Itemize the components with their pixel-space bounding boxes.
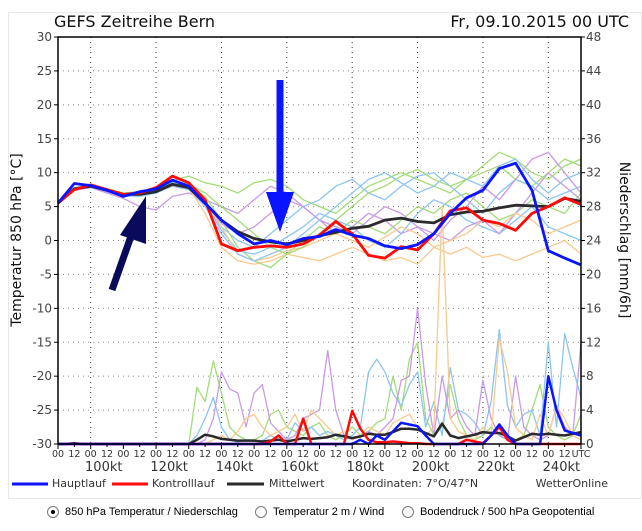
radio-temp-2m[interactable]: Temperatur 2 m / Wind xyxy=(255,506,384,518)
y-tick-label: -10 xyxy=(32,301,52,315)
wind-label: 180kt xyxy=(347,460,384,475)
brand: WetterOnline xyxy=(536,477,609,490)
x-tick-label: 00 xyxy=(281,449,293,460)
x-tick-label: 12 xyxy=(134,449,146,460)
y2-tick-label: 48 xyxy=(586,30,601,44)
x-tick-label: 00 xyxy=(150,449,162,460)
radio-button[interactable] xyxy=(402,506,414,518)
wind-label: 200kt xyxy=(412,460,449,475)
x-tick-label: 12 xyxy=(395,449,407,460)
y2-tick-label: 36 xyxy=(586,132,601,146)
main-temperature-line xyxy=(56,161,582,267)
y-tick-label: -5 xyxy=(40,267,52,281)
x-tick-label: 12 xyxy=(428,449,440,460)
gefs-chart: GEFS Zeitreihe Bern Fr, 09.10.2015 00 UT… xyxy=(9,12,632,490)
wind-label: 160kt xyxy=(281,460,318,475)
y-tick-label: -20 xyxy=(32,369,52,383)
y2-tick-label: 4 xyxy=(586,403,594,417)
y2-tick-label: 8 xyxy=(586,369,594,383)
radio-label: Temperatur 2 m / Wind xyxy=(273,506,385,518)
blue-arrow-head-icon xyxy=(266,192,294,232)
x-tick-label: 12 xyxy=(461,449,473,460)
x-tick-label: 00 xyxy=(412,449,424,460)
x-tick-label: 12 xyxy=(199,449,211,460)
legend-control-label: Kontrolllauf xyxy=(152,477,216,490)
x-tick-label: 12 xyxy=(232,449,244,460)
y-tick-label: 25 xyxy=(37,64,52,78)
y2-tick-label: 12 xyxy=(586,335,601,349)
x-tick-label: 12 xyxy=(330,449,342,460)
member-temperature-line xyxy=(57,158,582,262)
x-tick-label: 00 xyxy=(346,449,358,460)
x-tick-label: 12 xyxy=(264,449,276,460)
y-tick-label: -30 xyxy=(32,437,52,451)
radio-button[interactable] xyxy=(47,506,59,518)
x-tick-label: 12 xyxy=(493,449,505,460)
y-tick-label: -15 xyxy=(32,335,52,349)
navy-arrow-head-icon xyxy=(120,196,146,244)
x-tick-label: 12 xyxy=(297,449,309,460)
y-tick-label: 15 xyxy=(37,132,52,146)
radio-button[interactable] xyxy=(255,506,267,518)
y2-tick-label: 28 xyxy=(586,200,601,214)
annotation-arrows xyxy=(108,80,294,292)
y-tick-label: 5 xyxy=(44,200,52,214)
x-tick-label: 00 xyxy=(85,449,97,460)
wind-label: 140kt xyxy=(216,460,253,475)
legend-mean-label: Mittelwert xyxy=(269,477,325,490)
y2-tick-label: 16 xyxy=(586,301,601,315)
x-tick-label: 00 xyxy=(52,449,64,460)
y-tick-label: 10 xyxy=(37,166,52,180)
radio-850hpa[interactable]: 850 hPa Temperatur / Niederschlag xyxy=(47,506,238,518)
x-tick-label: UTC xyxy=(572,449,591,460)
coordinates: Koordinaten: 7°O/47°N xyxy=(352,477,478,490)
y-tick-label: 30 xyxy=(37,30,52,44)
x-tick-label: 00 xyxy=(215,449,227,460)
wind-label: 100kt xyxy=(85,460,122,475)
x-tick-label: 00 xyxy=(379,449,391,460)
y2-tick-label: 44 xyxy=(586,64,601,78)
chart-title: GEFS Zeitreihe Bern xyxy=(54,12,215,31)
wind-label: 120kt xyxy=(150,460,187,475)
y-tick-label: 20 xyxy=(37,98,52,112)
y2-tick-label: 32 xyxy=(586,166,601,180)
x-tick-label: 12 xyxy=(559,449,571,460)
y2-axis-label: Niederschlag [mm/6h] xyxy=(616,162,632,319)
y2-tick-label: 24 xyxy=(586,234,601,248)
x-tick-label: 12 xyxy=(362,449,374,460)
run-date: Fr, 09.10.2015 00 UTC xyxy=(450,12,629,31)
wind-label: 220kt xyxy=(477,460,514,475)
y2-tick-label: 40 xyxy=(586,98,601,112)
x-tick-label: 12 xyxy=(526,449,538,460)
legend: Hauptlauf Kontrolllauf Mittelwert Koordi… xyxy=(12,477,608,490)
y-axis-label: Temperatur 850 hPa [°C] xyxy=(9,153,25,327)
x-tick-label: 12 xyxy=(166,449,178,460)
x-tick-label: 12 xyxy=(101,449,113,460)
y2-tick-label: 0 xyxy=(586,437,594,451)
radio-bodendruck[interactable]: Bodendruck / 500 hPa Geopotential xyxy=(402,506,594,518)
y-tick-label: 0 xyxy=(44,234,52,248)
legend-main-label: Hauptlauf xyxy=(52,477,107,490)
x-tick-label: 00 xyxy=(510,449,522,460)
radio-label: Bodendruck / 500 hPa Geopotential xyxy=(420,506,595,518)
x-tick-label: 00 xyxy=(117,449,129,460)
x-tick-label: 00 xyxy=(477,449,489,460)
y2-tick-label: 20 xyxy=(586,267,601,281)
x-tick-label: 00 xyxy=(542,449,554,460)
y-tick-label: -25 xyxy=(32,403,52,417)
x-tick-label: 00 xyxy=(313,449,325,460)
x-tick-label: 00 xyxy=(183,449,195,460)
x-tick-label: 12 xyxy=(68,449,80,460)
x-tick-label: 00 xyxy=(248,449,260,460)
radio-label: 850 hPa Temperatur / Niederschlag xyxy=(65,506,238,518)
x-tick-label: 00 xyxy=(444,449,456,460)
wind-label: 240kt xyxy=(543,460,580,475)
